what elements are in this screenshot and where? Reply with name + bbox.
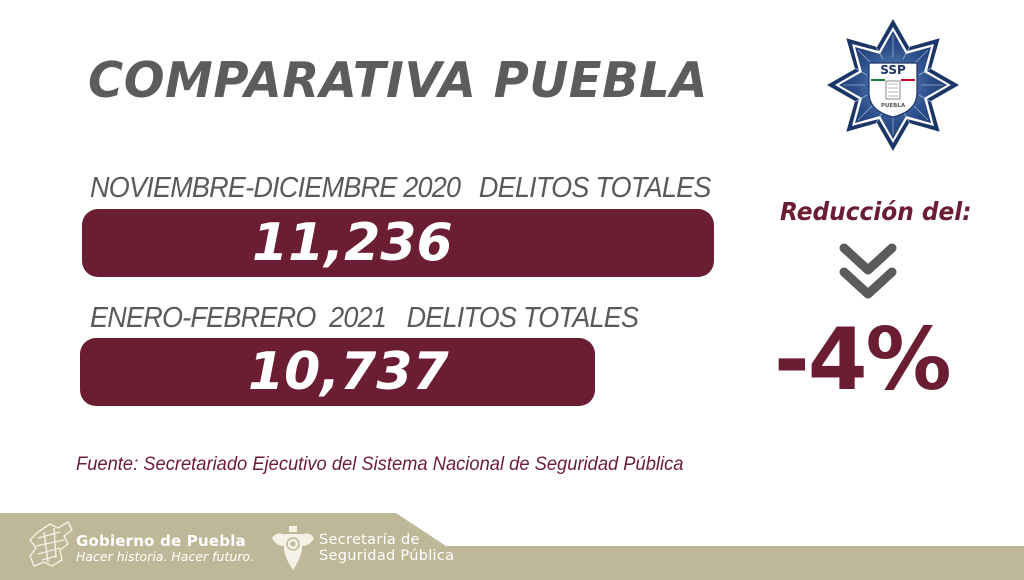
value-bar-2021: 10,737 [80,338,595,406]
source-note: Fuente: Secretariado Ejecutivo del Siste… [76,454,684,475]
period-label-2021: ENERO-FEBRERO 2021 DELITOS TOTALES [90,302,639,335]
double-chevron-down-icon [839,243,897,299]
period-name: ENERO-FEBRERO 2021 [90,302,387,334]
value-bar-2020: 11,236 [82,209,714,277]
period-label-2020: NOVIEMBRE-DICIEMBRE 2020 DELITOS TOTALES [90,172,711,205]
value-2020: 11,236 [252,213,453,273]
page-title: COMPARATIVA PUEBLA [88,52,708,109]
footer-government-name: Gobierno de Puebla [76,532,246,550]
footer-secretariat-line2: Seguridad Pública [319,548,455,564]
secretaria-seguridad-logo-icon [272,526,314,570]
metric-name: DELITOS TOTALES [478,172,711,204]
gobierno-puebla-logo-icon [29,521,73,567]
footer-secretariat-line1: Secretaría de [319,532,420,548]
value-2021: 10,737 [248,342,449,402]
footer-government-slogan: Hacer historia. Hacer futuro. [76,549,255,564]
reduction-label: Reducción del: [780,197,972,226]
badge-puebla-text: PUEBLA [881,103,906,109]
period-name: NOVIEMBRE-DICIEMBRE 2020 [90,172,461,204]
metric-name: DELITOS TOTALES [406,302,639,334]
reduction-percentage: -4% [774,310,952,410]
police-star-badge-icon: SSP PUEBLA [827,19,959,151]
badge-ssp-text: SSP [880,63,906,77]
